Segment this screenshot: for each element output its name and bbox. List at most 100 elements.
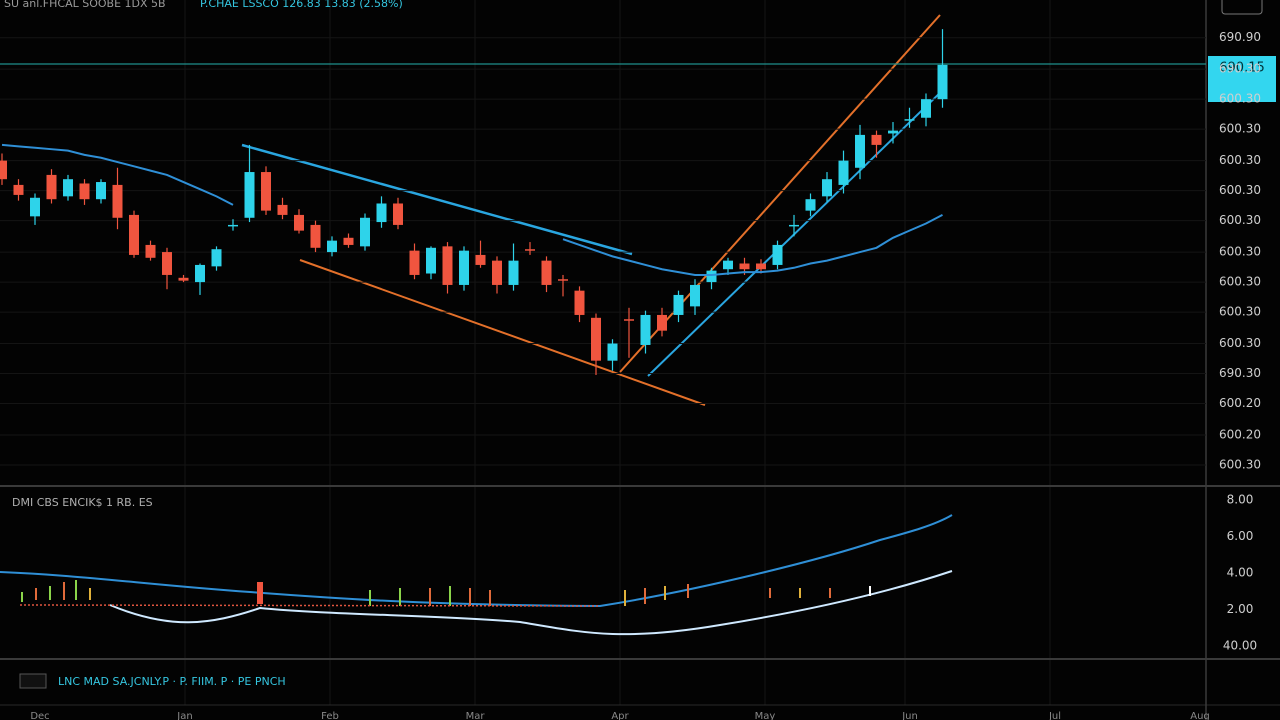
candle-body: [112, 184, 123, 218]
indicator-title: DMI CBS ENCIK$ 1 RB. ES: [12, 496, 153, 509]
indicator-axis-label: 40.00: [1223, 639, 1257, 653]
y-tick-label: 600.20: [1219, 427, 1261, 441]
candle-body: [492, 260, 502, 285]
candle-body: [624, 319, 634, 321]
candle-body: [904, 119, 915, 121]
candle-body: [244, 172, 255, 218]
price-box: [1208, 56, 1276, 102]
candle-body: [343, 237, 354, 245]
candle-body: [723, 260, 733, 270]
candle-body: [63, 179, 73, 197]
y-tick-label: 600.30: [1219, 336, 1261, 350]
candle-body: [96, 182, 106, 200]
candle-body: [657, 314, 667, 331]
x-axis-label: Apr: [611, 711, 629, 720]
candle-body: [822, 179, 832, 197]
y-tick-label: 600.30: [1219, 122, 1261, 136]
candle-body: [459, 250, 469, 285]
candle-body: [805, 199, 816, 211]
legend-text: LNC MAD SA.JCNLY.P · P. FIIM. P · PE PNC…: [58, 675, 286, 688]
candle-body: [937, 64, 948, 100]
y-tick-label: 600.30: [1219, 275, 1261, 289]
x-axis-label: Feb: [321, 711, 339, 720]
candle-body: [756, 263, 766, 270]
symbol-text: SU anl.FHCAL SOOBE 1DX 5B: [4, 0, 166, 10]
y-tick-label: 600.30: [1219, 458, 1261, 472]
candle-body: [888, 130, 898, 134]
quote-text: P.CHAE LSSCO 126.83 13.83 (2.58%): [200, 0, 403, 10]
legend-icon: [19, 673, 47, 689]
y-tick-label: 600.30: [1219, 213, 1261, 227]
candle-body: [409, 250, 420, 275]
moving-average: [1, 143, 943, 276]
candle-body: [360, 217, 370, 247]
candle-body: [706, 270, 717, 283]
x-axis-label: May: [755, 711, 776, 720]
candle-body: [162, 252, 172, 275]
y-tick-label: 600.30: [1219, 153, 1261, 167]
candle-body: [558, 279, 568, 281]
candle-body: [673, 294, 684, 315]
y-tick-label: 690.30: [1219, 62, 1261, 76]
y-tick-label: 600.30: [1219, 245, 1261, 259]
candle-body: [789, 224, 799, 227]
y-tick-label: 690.90: [1219, 30, 1261, 44]
y-tick-label: 690.30: [1219, 366, 1261, 380]
y-tick-label: 600.30: [1219, 92, 1261, 106]
candle-body: [30, 197, 40, 217]
settings-button[interactable]: [1221, 0, 1263, 15]
y-tick-label: 600.20: [1219, 396, 1261, 410]
trendline: [299, 259, 706, 406]
candle-body: [13, 184, 24, 195]
candle-body: [838, 160, 849, 185]
indicator-line: [109, 570, 953, 636]
indicator-axis-label: 2.00: [1227, 602, 1254, 616]
candle-body: [211, 249, 222, 267]
indicator-baseline: [19, 604, 601, 607]
candle-body: [195, 264, 205, 283]
last-price-label: 690.15: [1219, 61, 1265, 76]
x-axis-label: Aug: [1190, 711, 1210, 720]
candle-body: [46, 174, 57, 200]
candle-body: [376, 203, 387, 223]
candle-body: [508, 260, 519, 285]
candle-body: [640, 314, 651, 345]
candle-body: [541, 260, 552, 285]
indicator-axis-label: 8.00: [1227, 493, 1254, 507]
candle-body: [574, 290, 585, 315]
x-axis-label: Dec: [30, 711, 49, 720]
candle-body: [921, 99, 931, 118]
candle-body: [79, 183, 90, 200]
indicator-histogram: [21, 580, 871, 606]
y-tick-label: 600.30: [1219, 305, 1261, 319]
x-axis-label: Jan: [176, 711, 192, 720]
candle-body: [327, 240, 337, 253]
x-axis-label: Mar: [466, 711, 486, 720]
candle-body: [145, 244, 156, 258]
indicator-axis-label: 6.00: [1227, 529, 1254, 543]
candle-body: [690, 284, 700, 307]
candle-body: [591, 317, 601, 361]
vertical-grid: [184, 0, 1051, 705]
candle-body: [129, 214, 139, 255]
candle-body: [607, 343, 618, 361]
candle-body: [228, 224, 238, 227]
candle-body: [525, 249, 535, 251]
candle-body: [739, 263, 750, 270]
candle-body: [310, 224, 321, 248]
candle-body: [277, 204, 288, 215]
candle-body: [871, 134, 882, 145]
candle-body: [261, 172, 271, 211]
candle-body: [0, 160, 7, 180]
x-axis-label: Jul: [1048, 711, 1061, 720]
candle-body: [178, 277, 189, 281]
candle-body: [426, 247, 436, 274]
candle-body: [772, 244, 783, 265]
trendline: [241, 143, 633, 256]
trendline: [647, 87, 946, 377]
y-tick-label: 600.30: [1219, 183, 1261, 197]
candle-body: [855, 134, 865, 168]
